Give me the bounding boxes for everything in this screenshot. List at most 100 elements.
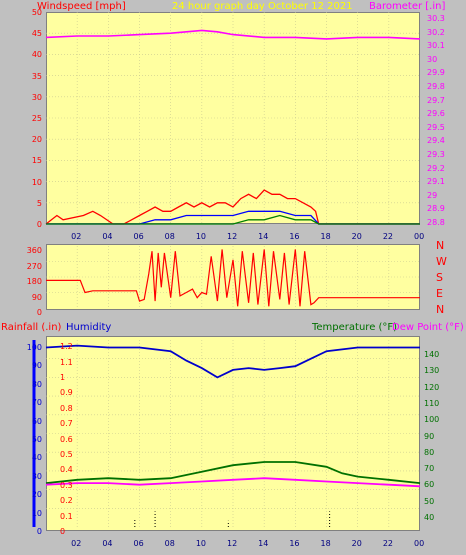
- humidity-hour-tick: 04: [102, 539, 113, 548]
- temperature-tick: 80: [424, 447, 435, 457]
- rainfall-tick: 0.8: [60, 403, 73, 413]
- wind-hour-tick: 08: [164, 232, 175, 241]
- direction-tick: 0: [36, 308, 42, 317]
- wind-hour-tick: 00: [414, 232, 425, 241]
- humidity-tick: 80: [31, 379, 42, 389]
- humidity-hour-tick: 12: [227, 539, 238, 548]
- rainfall-tick: 0.5: [60, 450, 73, 459]
- temperature-tick: 60: [424, 480, 435, 490]
- windspeed-tick: 20: [31, 135, 42, 145]
- rainfall-tick: 0: [60, 527, 66, 536]
- barometer-tick: 29.5: [427, 122, 445, 132]
- rainfall-tick: 1: [60, 373, 66, 382]
- wind-hour-tick: 20: [351, 232, 362, 241]
- rainfall-tick: 0.4: [60, 465, 73, 475]
- barometer-tick: 30.3: [427, 14, 445, 23]
- wind-direction-line: [46, 249, 420, 307]
- humidity-tick: 50: [31, 435, 42, 444]
- wind-low-line: [46, 214, 420, 225]
- temperature-tick: 40: [424, 513, 435, 522]
- humidity-hour-tick: 10: [195, 539, 207, 548]
- wind-average-line: [46, 210, 420, 225]
- windspeed-tick: 10: [31, 177, 42, 187]
- rainfall-tick: 0.2: [60, 496, 73, 506]
- temperature-tick: 140: [424, 350, 440, 359]
- barometer-tick: 29.6: [427, 109, 445, 119]
- direction-tick: 360: [26, 246, 42, 255]
- rainfall-tick: 0.6: [60, 434, 73, 444]
- compass-n-top: N: [436, 239, 445, 252]
- temperature-tick: 90: [424, 431, 435, 441]
- dew-point-line: [45, 477, 421, 488]
- barometer-tick: 29.2: [427, 163, 445, 173]
- humidity-hour-tick: 20: [351, 539, 362, 548]
- windspeed-axis-title: Windspeed [mph]: [37, 1, 126, 12]
- windspeed-tick: 5: [36, 198, 42, 208]
- compass-s: S: [436, 271, 443, 284]
- humidity-tick: 70: [31, 398, 42, 408]
- windspeed-tick: 0: [36, 220, 42, 229]
- chart-title: 24 hour graph day October 12 2021: [172, 1, 353, 12]
- temperature-tick: 130: [424, 366, 440, 376]
- humidity-tick: 90: [31, 361, 42, 371]
- windspeed-tick: 30: [31, 92, 42, 102]
- wind-gust-line: [45, 189, 420, 225]
- barometer-line: [45, 29, 421, 40]
- wind-hour-tick: 18: [320, 232, 331, 241]
- humidity-tick: 100: [26, 343, 42, 352]
- rainfall-tick: 0.1: [60, 511, 73, 521]
- wind-hour-tick: 10: [195, 232, 207, 241]
- dewpoint-axis-title: Dew Point (°F): [392, 322, 464, 333]
- barometer-tick: 29.4: [427, 136, 445, 146]
- humidity-tick: 20: [31, 490, 42, 500]
- barometer-tick: 30.2: [427, 27, 445, 37]
- barometer-tick: 29.7: [427, 95, 445, 105]
- humidity-axis-title: Humidity: [66, 322, 112, 333]
- barometer-tick: 29: [427, 190, 438, 200]
- wind-hour-tick: 02: [71, 232, 82, 241]
- rainfall-tick: 1.1: [60, 357, 73, 367]
- barometer-tick: 29.1: [427, 177, 445, 187]
- windspeed-tick: 35: [31, 71, 42, 81]
- direction-tick: 90: [31, 292, 42, 302]
- humidity-tick: 30: [31, 471, 42, 481]
- barometer-tick: 28.8: [427, 218, 445, 227]
- humidity-line: [45, 344, 420, 379]
- barometer-tick: 30.1: [427, 41, 445, 51]
- windspeed-tick: 50: [31, 8, 42, 17]
- wind-hour-tick: 12: [227, 232, 238, 241]
- rainfall-tick: 0.9: [60, 388, 73, 398]
- humidity-hour-tick: 06: [133, 539, 144, 548]
- wind-hour-tick: 04: [102, 232, 113, 241]
- humidity-tick: 40: [31, 453, 42, 463]
- windspeed-tick: 15: [31, 156, 42, 166]
- temperature-axis-title: Temperature (°F): [312, 322, 398, 333]
- temperature-line: [45, 461, 421, 484]
- humidity-tick: 60: [31, 416, 42, 426]
- compass-w: W: [436, 255, 447, 268]
- barometer-tick: 29.8: [427, 82, 445, 91]
- humidity-hour-tick: 14: [258, 539, 269, 548]
- windspeed-tick: 40: [31, 50, 42, 60]
- humidity-hour-tick: 22: [382, 539, 394, 548]
- barometer-tick: 30: [427, 54, 438, 64]
- windspeed-tick: 25: [31, 114, 42, 123]
- temperature-tick: 50: [424, 496, 435, 506]
- windspeed-tick: 45: [31, 29, 42, 39]
- humidity-tick: 0: [36, 527, 42, 536]
- barometer-axis-title: Barometer [.in]: [369, 1, 446, 12]
- temperature-tick: 120: [424, 382, 440, 392]
- wind-hour-tick: 22: [382, 232, 394, 241]
- temperature-tick: 110: [424, 398, 440, 408]
- compass-n-bottom: N: [436, 303, 445, 316]
- humidity-hour-tick: 00: [414, 539, 425, 548]
- barometer-tick: 29.9: [427, 68, 445, 78]
- temperature-tick: 100: [424, 415, 440, 425]
- humidity-hour-tick: 08: [164, 539, 175, 548]
- direction-tick: 180: [26, 277, 42, 286]
- barometer-tick: 29.3: [427, 150, 445, 159]
- compass-e: E: [436, 287, 443, 300]
- rainfall-tick: 0.3: [60, 480, 73, 490]
